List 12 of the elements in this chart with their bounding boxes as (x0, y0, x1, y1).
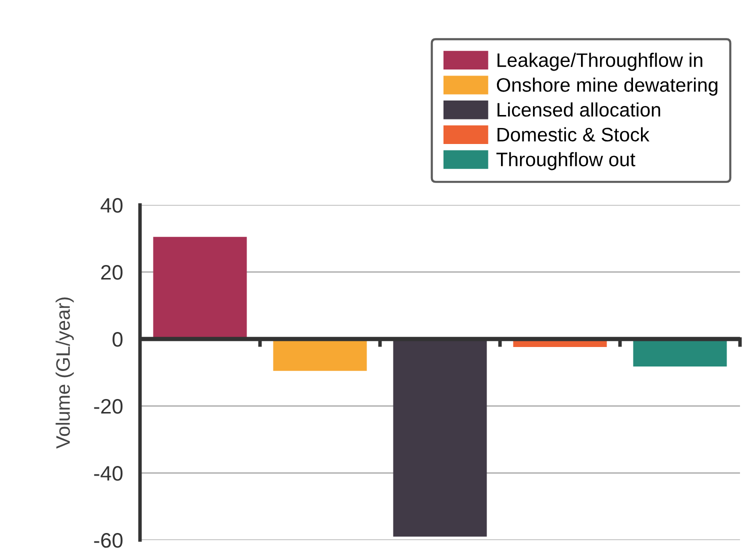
y-tick-label: 40 (100, 198, 123, 213)
legend-label: Onshore mine dewatering (496, 78, 718, 96)
legend-label: Throughflow out (496, 152, 636, 170)
y-tick-label: 0 (112, 332, 123, 347)
legend-label: Domestic & Stock (498, 127, 650, 142)
y-tick-label: -60 (94, 533, 123, 548)
y-tick-label: 20 (101, 265, 123, 280)
legend-label: Licensed allocation (498, 102, 660, 117)
y-axis-title: Volume (GL/year) (56, 298, 74, 449)
legend-label: Leakage/Throughflow in (498, 52, 702, 71)
y-tick-label: -40 (94, 466, 123, 481)
y-tick-label: -20 (94, 399, 123, 414)
